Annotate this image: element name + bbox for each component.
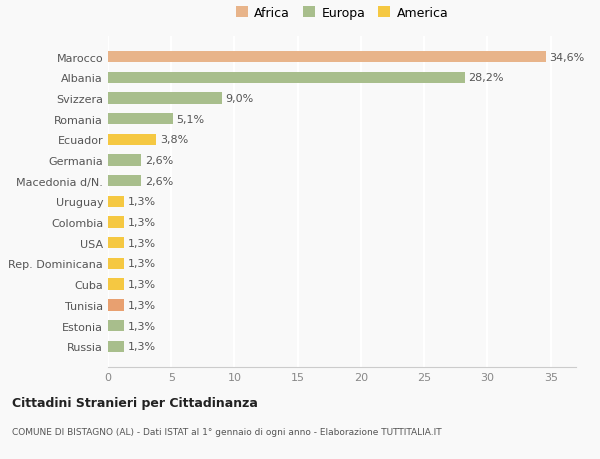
Bar: [108, 320, 124, 331]
Text: 1,3%: 1,3%: [128, 321, 157, 331]
Bar: [108, 134, 156, 146]
Text: 9,0%: 9,0%: [226, 94, 254, 104]
Bar: [108, 155, 141, 166]
Text: 1,3%: 1,3%: [128, 197, 157, 207]
Bar: [108, 196, 124, 207]
Text: COMUNE DI BISTAGNO (AL) - Dati ISTAT al 1° gennaio di ogni anno - Elaborazione T: COMUNE DI BISTAGNO (AL) - Dati ISTAT al …: [12, 427, 442, 436]
Legend: Africa, Europa, America: Africa, Europa, America: [232, 3, 452, 24]
Text: 1,3%: 1,3%: [128, 280, 157, 290]
Text: 1,3%: 1,3%: [128, 259, 157, 269]
Text: 34,6%: 34,6%: [550, 52, 584, 62]
Bar: [108, 238, 124, 249]
Text: 1,3%: 1,3%: [128, 238, 157, 248]
Bar: [108, 93, 222, 104]
Bar: [108, 176, 141, 187]
Bar: [108, 300, 124, 311]
Text: 28,2%: 28,2%: [469, 73, 504, 83]
Bar: [108, 258, 124, 269]
Text: Cittadini Stranieri per Cittadinanza: Cittadini Stranieri per Cittadinanza: [12, 396, 258, 409]
Text: 1,3%: 1,3%: [128, 341, 157, 352]
Bar: [108, 279, 124, 290]
Bar: [108, 341, 124, 352]
Text: 3,8%: 3,8%: [160, 135, 188, 145]
Text: 5,1%: 5,1%: [176, 114, 205, 124]
Text: 1,3%: 1,3%: [128, 300, 157, 310]
Bar: [108, 52, 545, 63]
Bar: [108, 114, 173, 125]
Text: 2,6%: 2,6%: [145, 156, 173, 166]
Bar: [108, 217, 124, 228]
Text: 2,6%: 2,6%: [145, 176, 173, 186]
Text: 1,3%: 1,3%: [128, 218, 157, 228]
Bar: [108, 73, 464, 84]
